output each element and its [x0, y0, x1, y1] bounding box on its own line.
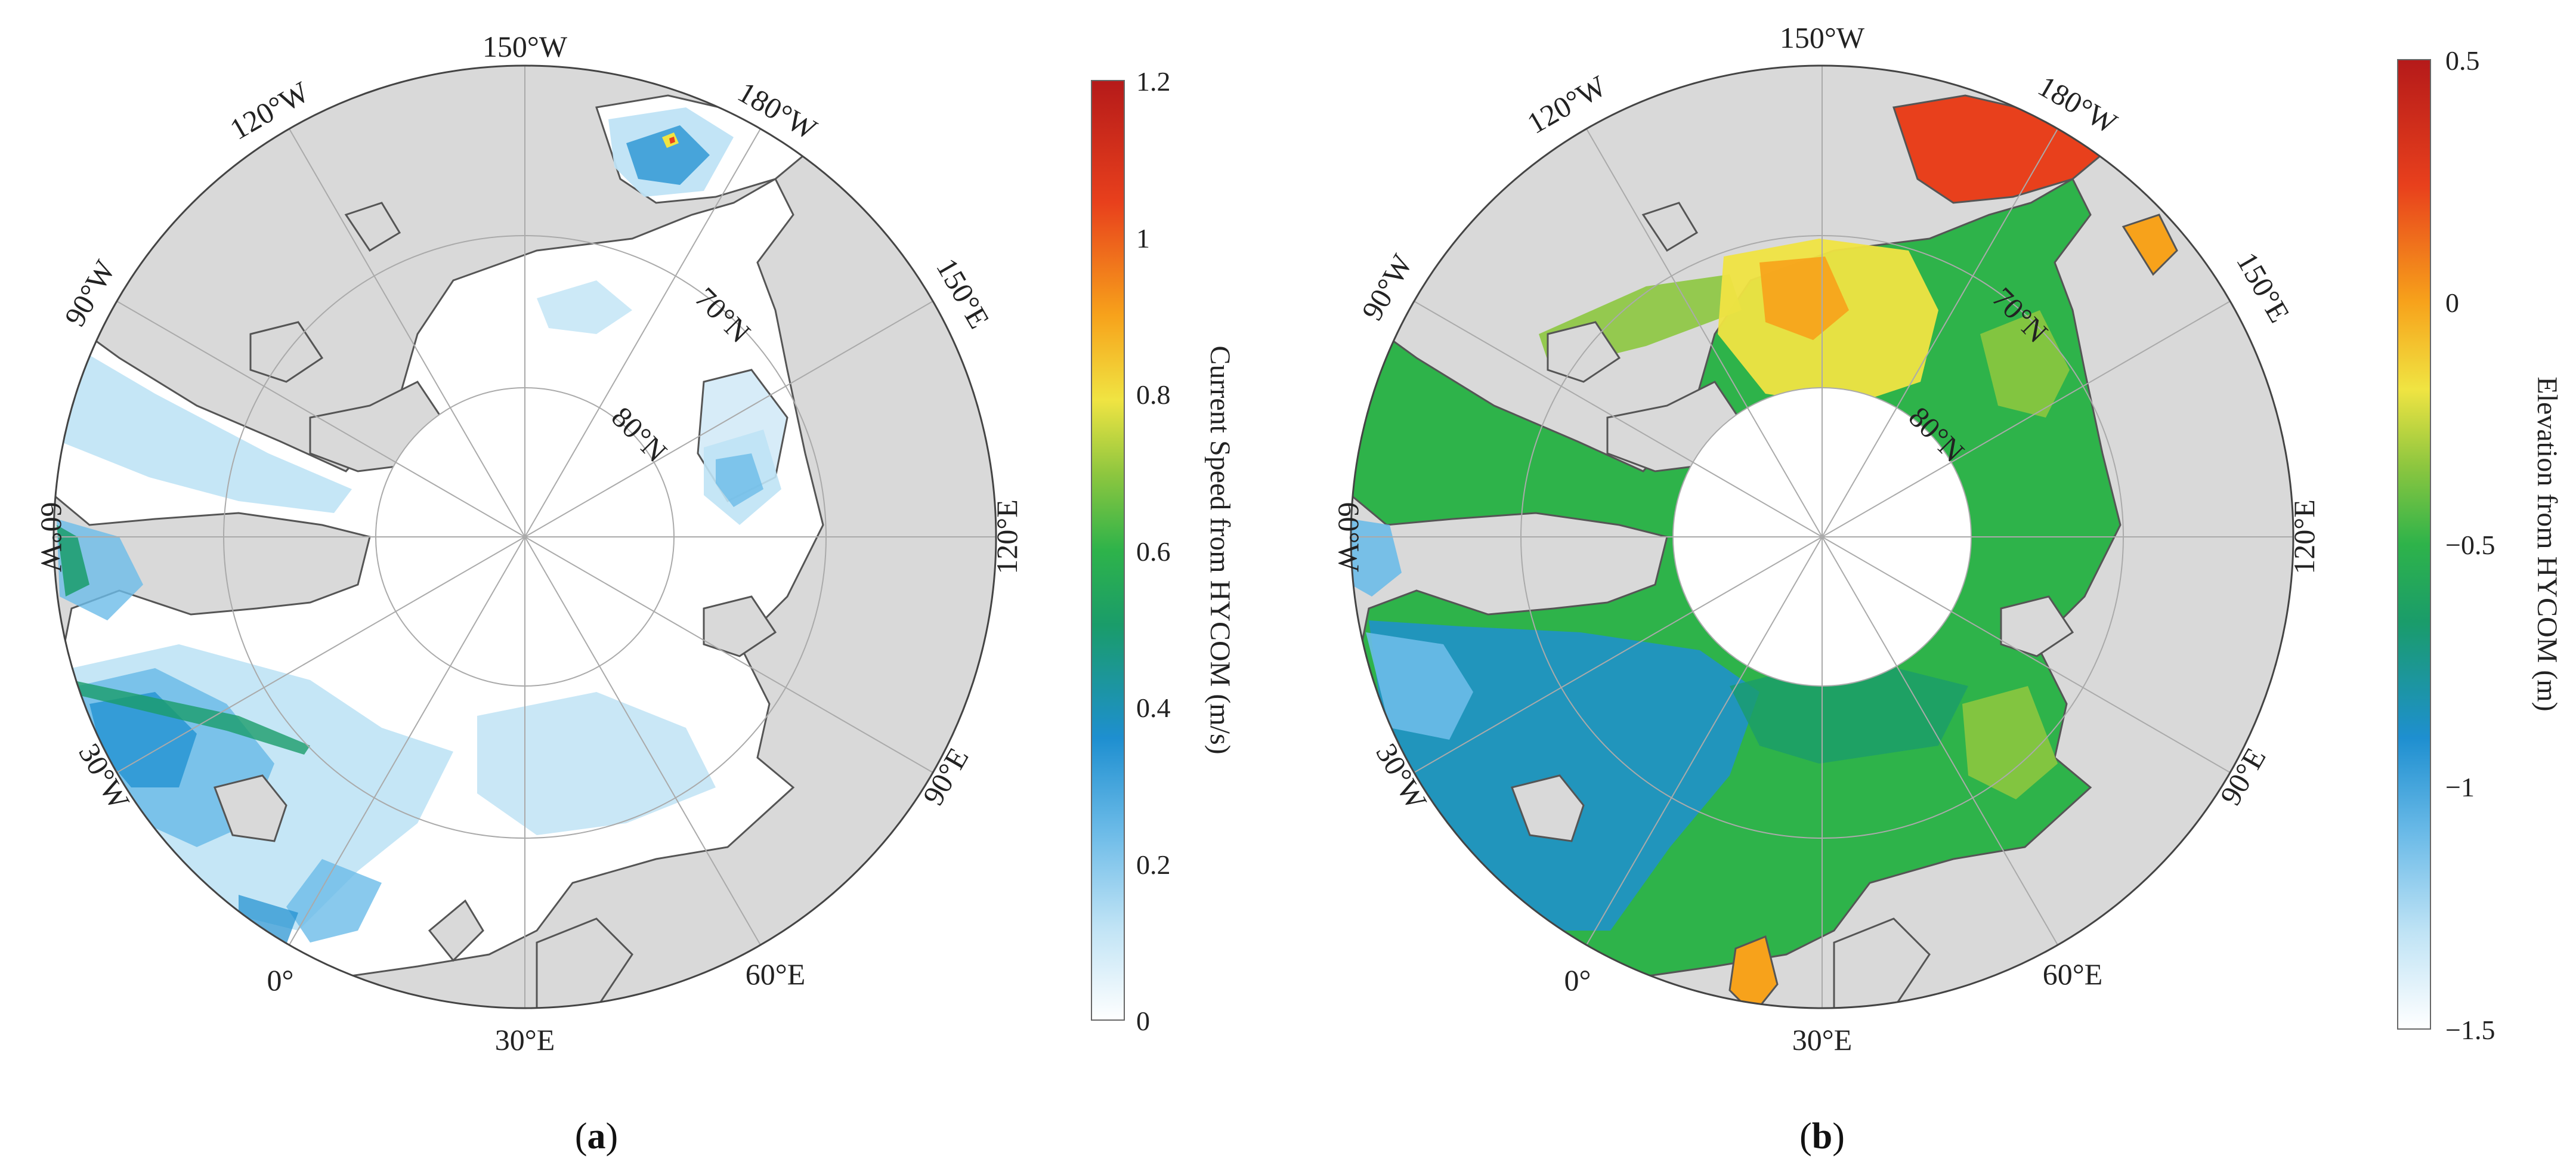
- caspian-sea: [1728, 935, 1779, 1008]
- map-frame-a: [52, 64, 997, 1009]
- colorbar-ticks-b: 0.5 0 −0.5 −1 −1.5: [2445, 45, 2495, 1045]
- lon-label-60e: 60°E: [2043, 957, 2103, 991]
- cbar-b-tick: −1.5: [2445, 1015, 2495, 1045]
- elevation-lowest-region: [1351, 519, 1402, 597]
- colorbar-label-b: Elevation from HYCOM (m): [2531, 376, 2563, 711]
- colorbar-a: 1.2 1 0.8 0.6 0.4 0.2 0 Current Speed fr…: [1091, 66, 1236, 1036]
- cbar-b-tick: −0.5: [2445, 530, 2495, 560]
- cbar-b-tick: 0: [2445, 288, 2459, 318]
- graticule: [54, 66, 996, 1008]
- cbar-b-tick: −1: [2445, 772, 2475, 802]
- colorbar-label-a: Current Speed from HYCOM (m/s): [1204, 345, 1236, 754]
- lon-label-150w: 150°W: [1780, 21, 1865, 54]
- caption-b: (b): [1799, 1116, 1845, 1157]
- elevation-highest-region: [1759, 257, 1849, 340]
- lon-label-60w: 60°W: [1332, 502, 1366, 572]
- map-a: [54, 66, 996, 1008]
- elevation-mid-region: [1962, 686, 2058, 799]
- panel-a: 150°W 120°W 90°W 60°W 30°W 0° 180°W 150°…: [35, 30, 1236, 1157]
- graticule: [1351, 66, 2293, 1008]
- elevation-low-region: [1730, 656, 1968, 764]
- lon-label-120e: 120°E: [2287, 499, 2321, 574]
- cbar-a-tick: 0: [1136, 1006, 1150, 1036]
- cbar-a-tick: 0.6: [1136, 536, 1171, 567]
- colorbar-b: 0.5 0 −0.5 −1 −1.5 Elevation from HYCOM …: [2397, 45, 2563, 1045]
- panel-b: 150°W 120°W 90°W 60°W 30°W 0° 180°W 150°…: [1332, 21, 2563, 1157]
- map-b: [1351, 66, 2293, 1008]
- caption-letter-b: b: [1812, 1116, 1832, 1157]
- caption-letter-a: a: [587, 1116, 606, 1157]
- map-frame-b: [1350, 64, 2294, 1009]
- cbar-a-tick: 0.8: [1136, 379, 1171, 410]
- lon-label-60w: 60°W: [35, 502, 69, 572]
- colorbar-ticks-a: 1.2 1 0.8 0.6 0.4 0.2 0: [1136, 66, 1171, 1036]
- caption-a: (a): [575, 1116, 618, 1157]
- cbar-a-tick: 0.4: [1136, 693, 1171, 723]
- okhotsk-sea: [2122, 214, 2178, 276]
- lon-label-60e: 60°E: [746, 957, 806, 991]
- cbar-a-tick: 1: [1136, 223, 1150, 254]
- lon-label-0: 0°: [267, 963, 294, 997]
- lon-label-30e: 30°E: [495, 1023, 555, 1056]
- lon-label-30e: 30°E: [1792, 1023, 1853, 1056]
- elevation-lowest-region: [1366, 632, 1473, 740]
- cbar-b-tick: 0.5: [2445, 45, 2480, 76]
- lon-label-150w: 150°W: [483, 30, 568, 63]
- lon-label-0: 0°: [1564, 963, 1591, 997]
- cbar-a-tick: 1.2: [1136, 66, 1171, 97]
- lon-label-150e: 150°E: [2230, 246, 2296, 328]
- colorbar-gradient-a: [1091, 80, 1125, 1021]
- cbar-a-tick: 0.2: [1136, 849, 1171, 880]
- lon-label-120e: 120°E: [990, 499, 1023, 574]
- colorbar-gradient-b: [2397, 59, 2431, 1030]
